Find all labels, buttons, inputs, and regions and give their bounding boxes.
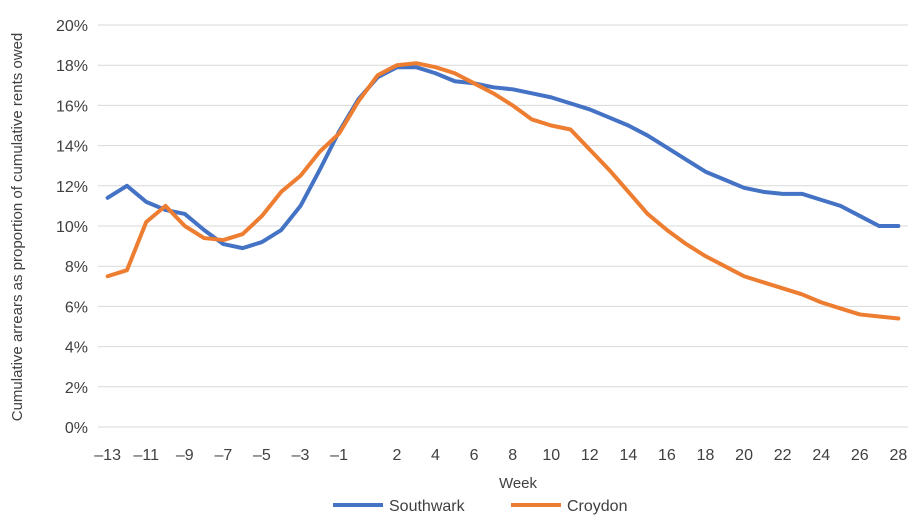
x-axis-tick-labels: –13 –11 –9 –7 –5 –3 –1 2 4 6 8 10 12 14 16 18 20 22 24 26 28 bbox=[94, 447, 907, 464]
x-tick-label: 18 bbox=[697, 447, 715, 464]
x-tick-label: 28 bbox=[889, 447, 907, 464]
gridlines bbox=[98, 24, 908, 428]
y-tick-label: 20% bbox=[56, 18, 88, 35]
x-tick-label: –13 bbox=[94, 447, 121, 464]
series-line-southwark bbox=[105, 65, 901, 251]
y-tick-label: 18% bbox=[56, 58, 88, 75]
x-tick-label: 14 bbox=[619, 447, 637, 464]
x-tick-label: 12 bbox=[581, 447, 599, 464]
x-tick-label: 16 bbox=[658, 447, 676, 464]
legend: Southwark Croydon bbox=[333, 498, 627, 515]
x-tick-label: –9 bbox=[176, 447, 194, 464]
legend-label-southwark: Southwark bbox=[389, 498, 466, 515]
y-tick-label: 6% bbox=[65, 299, 88, 316]
x-tick-label: 26 bbox=[851, 447, 869, 464]
y-axis-tick-labels: 0% 2% 4% 6% 8% 10% 12% 14% 16% 18% 20% bbox=[56, 18, 88, 437]
x-tick-label: –1 bbox=[330, 447, 348, 464]
y-tick-label: 12% bbox=[56, 179, 88, 196]
y-tick-label: 16% bbox=[56, 98, 88, 115]
x-tick-label: 2 bbox=[392, 447, 401, 464]
series-line-croydon bbox=[105, 61, 901, 321]
x-tick-label: 4 bbox=[431, 447, 440, 464]
series-lines bbox=[105, 61, 901, 321]
y-tick-label: 14% bbox=[56, 139, 88, 156]
x-tick-label: –3 bbox=[292, 447, 310, 464]
x-tick-label: –5 bbox=[253, 447, 271, 464]
y-axis-title: Cumulative arrears as proportion of cumu… bbox=[9, 33, 26, 422]
y-tick-label: 8% bbox=[65, 259, 88, 276]
x-axis-title: Week bbox=[499, 475, 538, 492]
x-tick-label: –11 bbox=[133, 447, 159, 464]
y-tick-label: 10% bbox=[56, 219, 88, 236]
x-tick-label: –7 bbox=[214, 447, 232, 464]
legend-label-croydon: Croydon bbox=[567, 498, 627, 515]
x-tick-label: 24 bbox=[812, 447, 830, 464]
x-tick-label: 8 bbox=[508, 447, 517, 464]
x-tick-label: 22 bbox=[774, 447, 792, 464]
y-tick-label: 4% bbox=[65, 340, 88, 357]
x-tick-label: 20 bbox=[735, 447, 753, 464]
y-tick-label: 2% bbox=[65, 380, 88, 397]
x-tick-label: 10 bbox=[542, 447, 560, 464]
x-tick-label: 6 bbox=[470, 447, 479, 464]
y-tick-label: 0% bbox=[65, 420, 88, 437]
